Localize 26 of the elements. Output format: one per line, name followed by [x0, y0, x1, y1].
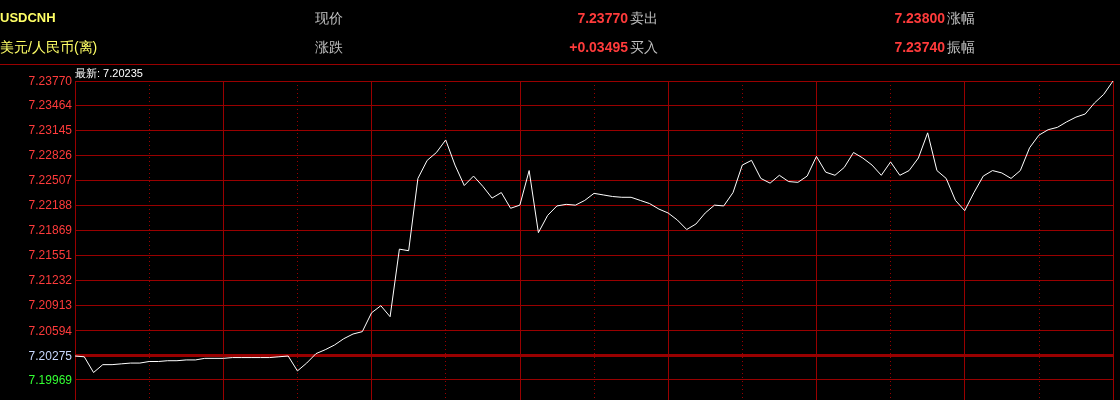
y-tick-label: 7.20594 — [28, 323, 73, 338]
y-tick-label: 7.23145 — [28, 123, 73, 138]
y-tick-label: 7.20913 — [28, 298, 73, 313]
y-tick-label: 7.23770 — [28, 74, 73, 88]
text: 买入 — [630, 38, 658, 56]
chart-title: USDCNH — [0, 9, 56, 27]
y-tick-label: 7.23464 — [28, 98, 73, 113]
text: 振幅 — [947, 38, 975, 56]
y-tick-label: 7.21869 — [28, 223, 73, 238]
text: 现价 — [315, 9, 343, 27]
text: 涨跌 — [315, 38, 343, 56]
y-tick-label: 7.19969 — [28, 372, 73, 387]
text: 涨幅 — [947, 9, 975, 27]
text: 卖出 — [630, 9, 658, 27]
y-tick-label: 7.22507 — [28, 173, 73, 188]
text: 7.23770 — [577, 9, 628, 27]
y-tick-label: 7.21232 — [28, 273, 73, 288]
text: 最新: 7.20235 — [75, 66, 143, 81]
y-tick-label: 7.22826 — [28, 148, 73, 163]
y-tick-label: 7.22188 — [28, 198, 73, 213]
text: 7.23800 — [894, 9, 945, 27]
y-tick-label: 7.20275 — [28, 348, 73, 363]
y-tick-label: 7.21551 — [28, 248, 73, 263]
text: +0.03495 — [569, 38, 628, 56]
chart-subtitle: 美元/人民币(离) — [0, 38, 98, 56]
text: 7.23740 — [894, 38, 945, 56]
